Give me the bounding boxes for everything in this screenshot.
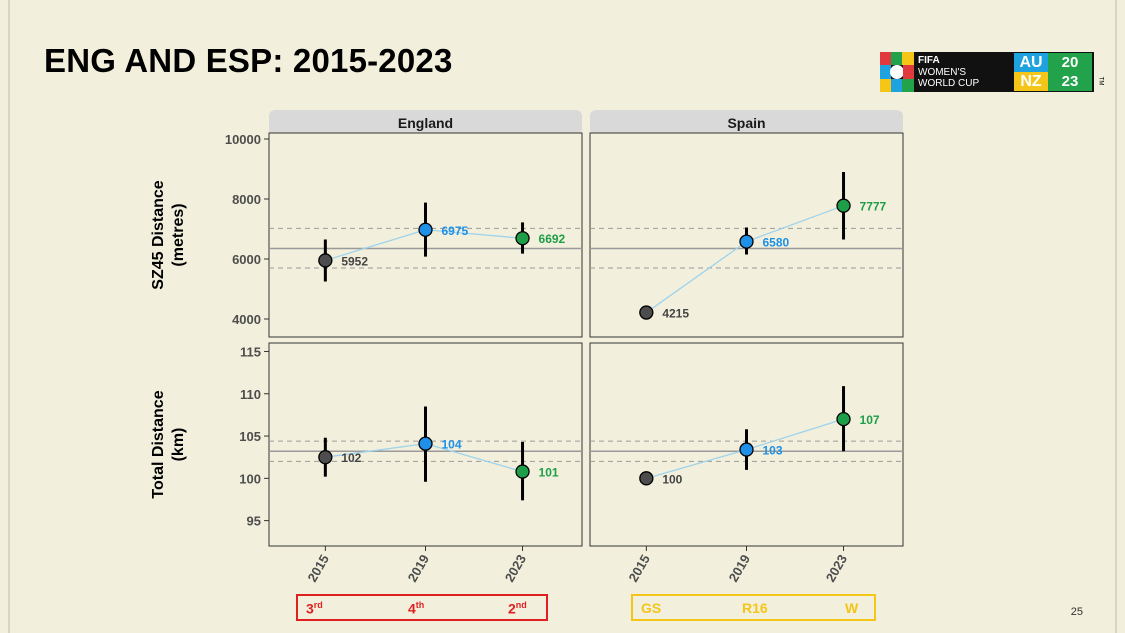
facet-label-england: England <box>398 115 453 131</box>
spain-result-2015: GS <box>641 600 662 616</box>
y-tick-label: 6000 <box>232 252 261 267</box>
x-tick-label-2015: 2015 <box>304 552 331 585</box>
facet-strip-spain <box>590 110 903 135</box>
page-number: 25 <box>1070 606 1083 618</box>
logo-nz-text: NZ <box>1014 72 1048 91</box>
y-tick-label: 115 <box>240 344 261 359</box>
data-point-2023 <box>836 198 851 213</box>
x-tick-label-2023: 2023 <box>502 552 529 585</box>
y-tick-label: 8000 <box>232 192 261 207</box>
y-axis-title-line2: (metres) <box>170 203 187 266</box>
data-point-2019 <box>418 436 433 451</box>
data-label-2023: 6692 <box>539 232 566 246</box>
logo-fifa-text: FIFA <box>918 55 940 66</box>
x-tick-label-2015: 2015 <box>625 552 652 585</box>
data-point-2023 <box>515 231 530 246</box>
spain-result-2019: R16 <box>742 600 768 616</box>
fifa-wwc-2023-logo: FIFA WOMEN'S WORLD CUP AU NZ 20 23 <box>880 52 1094 92</box>
data-label-2023: 107 <box>860 413 880 427</box>
data-point-2015 <box>318 253 333 268</box>
spain-result-2023: W <box>845 600 859 616</box>
y-tick-label: 4000 <box>232 312 261 327</box>
data-label-2019: 6975 <box>442 224 469 238</box>
data-point-2023 <box>515 464 530 479</box>
data-label-2019: 6580 <box>763 236 790 250</box>
slide-left-border <box>8 0 10 633</box>
data-label-2015: 100 <box>662 472 682 486</box>
y-tick-label: 95 <box>247 514 261 529</box>
england-result-2015: 3rd <box>306 600 323 617</box>
england-result-2023: 2nd <box>508 600 527 617</box>
data-point-2019 <box>418 222 433 237</box>
facet-strip-england <box>269 110 582 135</box>
y-axis-title-line1: Total Distance <box>150 390 167 498</box>
facet-label-spain: Spain <box>727 115 765 131</box>
logo-year: 20 23 <box>1048 53 1092 91</box>
data-label-2023: 101 <box>539 466 559 480</box>
slide-title: ENG AND ESP: 2015-2023 <box>44 42 453 79</box>
x-tick-label-2019: 2019 <box>726 552 753 585</box>
data-label-2019: 103 <box>763 444 783 458</box>
data-point-2015 <box>318 450 333 465</box>
data-label-2023: 7777 <box>860 200 887 214</box>
data-point-2019 <box>739 442 754 457</box>
y-axis-title-line2: (km) <box>170 428 187 462</box>
y-tick-label: 110 <box>240 387 261 402</box>
data-label-2015: 102 <box>341 451 361 465</box>
logo-year-top: 20 <box>1061 54 1079 71</box>
data-point-2015 <box>639 471 654 486</box>
y-tick-label: 10000 <box>225 132 261 147</box>
logo-womens-text: WOMEN'S <box>918 67 967 78</box>
england-results-box: 3rd 4th 2nd <box>296 594 548 621</box>
logo-year-bottom: 23 <box>1061 73 1079 90</box>
data-point-2015 <box>639 305 654 320</box>
logo-wwc-text: WOMEN'S WORLD CUP <box>918 67 979 89</box>
y-tick-label: 105 <box>239 429 261 444</box>
x-tick-label-2019: 2019 <box>405 552 432 585</box>
data-point-2019 <box>739 234 754 249</box>
logo-au-text: AU <box>1014 53 1048 72</box>
logo-pattern-icon <box>880 52 914 92</box>
y-axis-title-line1: SZ45 Distance <box>150 180 167 289</box>
data-label-2015: 5952 <box>341 254 368 268</box>
england-result-2019: 4th <box>408 600 425 617</box>
data-label-2019: 104 <box>442 438 462 452</box>
logo-worldcup-text: WORLD CUP <box>918 78 980 89</box>
x-tick-label-2023: 2023 <box>823 552 850 585</box>
data-point-2023 <box>836 411 851 427</box>
y-tick-label: 100 <box>239 471 261 486</box>
spain-results-box: GS R16 W <box>631 594 876 621</box>
slide-right-border <box>1115 0 1117 633</box>
data-label-2015: 4215 <box>662 307 689 321</box>
